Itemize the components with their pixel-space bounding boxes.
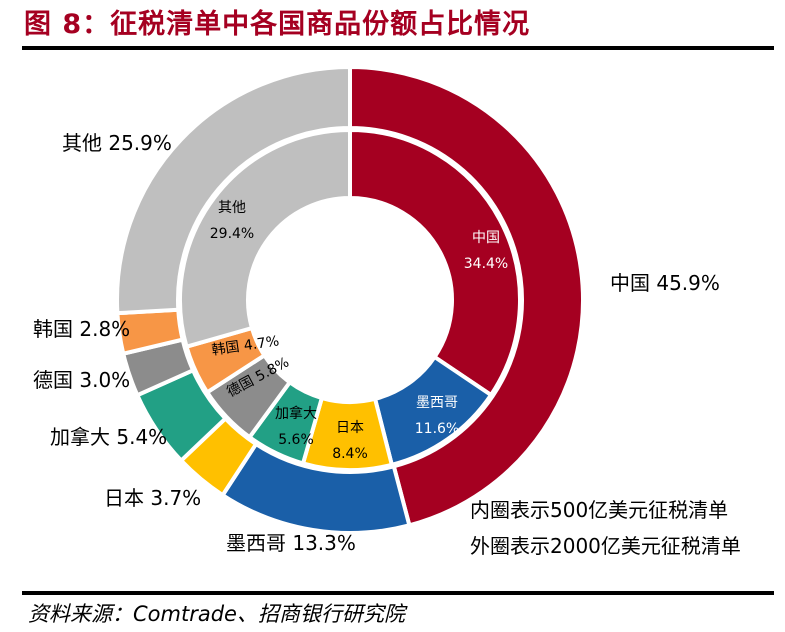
outer-label-2: 日本 3.7%: [104, 486, 201, 510]
inner-label-1: 墨西哥: [416, 395, 458, 411]
inner-pct-2: 8.4%: [332, 446, 368, 462]
top-rule: [22, 46, 774, 50]
inner-pct-0: 34.4%: [464, 256, 508, 272]
outer-label-5: 韩国 2.8%: [33, 317, 130, 341]
outer-label-0: 中国 45.9%: [610, 271, 720, 295]
source-note: 资料来源：Comtrade、招商银行研究院: [28, 602, 405, 626]
chart-title: 图 8：征税清单中各国商品份额占比情况: [24, 9, 531, 40]
inner-label-0: 中国: [472, 230, 500, 246]
outer-label-4: 德国 3.0%: [33, 368, 130, 392]
inner-label-6: 其他: [218, 200, 246, 216]
bottom-rule: [22, 591, 774, 595]
inner-pct-6: 29.4%: [210, 226, 254, 242]
outer-label-1: 墨西哥 13.3%: [226, 531, 356, 555]
inner-pct-1: 11.6%: [415, 421, 459, 437]
inner-label-3: 加拿大: [275, 405, 317, 422]
inner-label-2: 日本: [336, 420, 364, 436]
inner-ring-note: 内圈表示500亿美元征税清单: [470, 498, 729, 522]
outer-label-6: 其他 25.9%: [62, 131, 172, 155]
inner-slice-0: [348, 127, 522, 398]
inner-slice-6: [178, 127, 352, 350]
outer-ring-note: 外圈表示2000亿美元征税清单: [470, 534, 741, 558]
inner-pct-3: 5.6%: [278, 432, 314, 448]
outer-label-3: 加拿大 5.4%: [50, 425, 167, 449]
